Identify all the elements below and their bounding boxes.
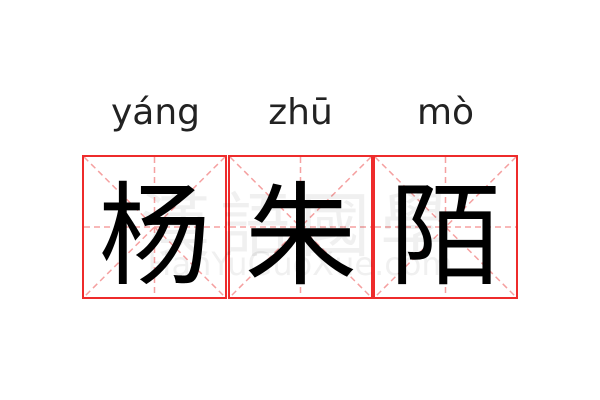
hanzi-2: 朱 (244, 172, 357, 302)
character-grid-3: 陌 (373, 155, 518, 302)
character-grid-2: 朱 (228, 155, 373, 302)
hanzi-3: 陌 (389, 172, 502, 302)
hanzi-1: 杨 (98, 172, 211, 302)
pinyin-2: zhū (268, 92, 333, 133)
pinyin-1: yáng (110, 92, 201, 133)
character-grid-1: 杨 (82, 155, 227, 302)
pinyin-3: mò (416, 92, 475, 133)
